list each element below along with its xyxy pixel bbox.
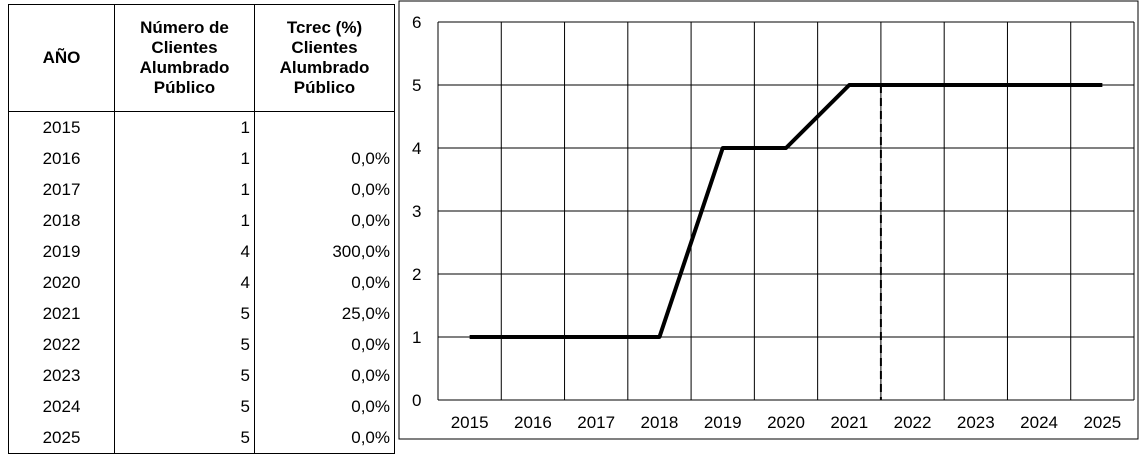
chart-frame [399,1,1138,439]
cell-clients: 1 [115,174,255,205]
cell-clients: 5 [115,298,255,329]
y-tick-labels: 0 1 2 3 4 5 6 [412,13,421,410]
cell-year: 2023 [9,360,115,391]
cell-growth: 0,0% [255,174,395,205]
cell-clients: 1 [115,205,255,236]
y-tick-label: 3 [412,202,421,221]
cell-clients: 1 [115,112,255,144]
cell-year: 2018 [9,205,115,236]
y-tick-label: 2 [412,265,421,284]
x-tick-label: 2015 [451,413,489,432]
cell-clients: 5 [115,422,255,454]
cell-clients: 5 [115,391,255,422]
header-growth: Tcrec (%) Clientes Alumbrado Público [255,5,395,112]
chart-grid [399,1,1138,439]
x-tick-label: 2019 [704,413,742,432]
x-tick-label: 2025 [1083,413,1121,432]
x-tick-label: 2017 [577,413,615,432]
header-year: AÑO [9,5,115,112]
cell-year: 2019 [9,236,115,267]
cell-growth: 0,0% [255,143,395,174]
x-tick-label: 2018 [641,413,679,432]
cell-clients: 4 [115,236,255,267]
cell-clients: 5 [115,329,255,360]
clients-table: AÑO Número de Clientes Alumbrado Público… [8,4,395,454]
x-tick-label: 2024 [1020,413,1058,432]
cell-growth: 0,0% [255,205,395,236]
y-tick-label: 6 [412,13,421,32]
cell-growth [255,112,395,144]
header-clients: Número de Clientes Alumbrado Público [115,5,255,112]
cell-year: 2016 [9,143,115,174]
x-tick-label: 2021 [830,413,868,432]
x-tick-label: 2023 [957,413,995,432]
x-tick-label: 2016 [514,413,552,432]
cell-growth: 300,0% [255,236,395,267]
x-tick-labels: 2015 2016 2017 2018 2019 2020 2021 2022 2023 2024… [451,413,1122,432]
cell-growth: 0,0% [255,360,395,391]
y-tick-label: 4 [412,139,421,158]
y-tick-label: 0 [412,391,421,410]
cell-year: 2020 [9,267,115,298]
cell-clients: 5 [115,360,255,391]
x-tick-label: 2022 [894,413,932,432]
cell-clients: 1 [115,143,255,174]
cell-year: 2021 [9,298,115,329]
y-tick-label: 5 [412,76,421,95]
cell-year: 2024 [9,391,115,422]
cell-growth: 0,0% [255,391,395,422]
table-header-row: AÑO Número de Clientes Alumbrado Público… [9,5,395,112]
cell-growth: 0,0% [255,329,395,360]
clients-line-chart: 0 1 2 3 4 5 6 2015 2016 2017 2018 2019 2020 2021 2022… [398,0,1139,440]
cell-growth: 0,0% [255,422,395,454]
cell-clients: 4 [115,267,255,298]
cell-growth: 0,0% [255,267,395,298]
cell-year: 2025 [9,422,115,454]
x-tick-label: 2020 [767,413,805,432]
cell-year: 2017 [9,174,115,205]
cell-growth: 25,0% [255,298,395,329]
cell-year: 2022 [9,329,115,360]
cell-year: 2015 [9,112,115,144]
y-tick-label: 1 [412,328,421,347]
